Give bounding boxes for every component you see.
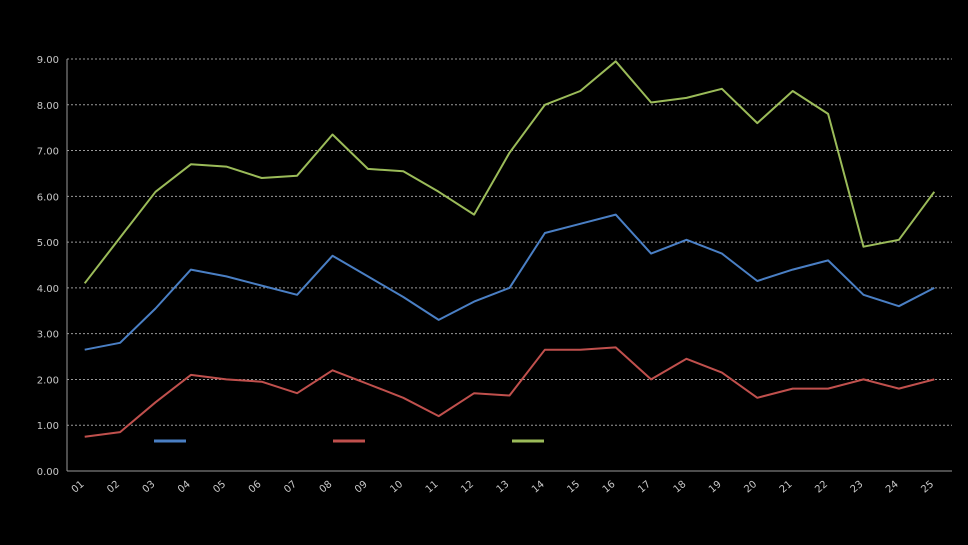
y-tick-label: 2.00	[37, 375, 59, 386]
x-tick-label: 06	[247, 479, 264, 496]
x-axis: 01 02 03 04 05 06 07 08 09 10 11 12 13 14 15 16 17 18 19 20…	[70, 479, 936, 496]
x-tick-label: 12	[459, 479, 476, 496]
x-tick-label: 16	[601, 479, 618, 496]
y-tick-label: 5.00	[37, 238, 59, 249]
x-tick-label: 17	[636, 479, 653, 496]
y-tick-label: 7.00	[37, 147, 59, 158]
y-tick-label: 3.00	[37, 330, 59, 341]
x-tick-label: 09	[353, 479, 370, 496]
x-tick-label: 15	[565, 479, 582, 496]
series-line-3	[83, 60, 936, 284]
x-tick-label: 07	[282, 479, 299, 496]
y-tick-label: 1.00	[37, 421, 59, 432]
x-tick-label: 13	[495, 479, 512, 496]
y-axis: 0.00 1.00 2.00 3.00 4.00 5.00 6.00 7.00 8.00 9.00	[37, 55, 59, 478]
x-tick-label: 03	[141, 479, 158, 496]
series-line-1	[84, 213, 935, 351]
y-tick-label: 4.00	[37, 284, 59, 295]
x-tick-label: 05	[211, 479, 228, 496]
y-tick-label: 6.00	[37, 192, 59, 203]
x-tick-label: 14	[530, 479, 547, 496]
x-tick-label: 04	[176, 479, 193, 496]
x-tick-label: 02	[105, 479, 122, 496]
series-line-2	[84, 346, 935, 438]
x-tick-label: 08	[318, 479, 335, 496]
x-tick-label: 19	[707, 479, 724, 496]
y-tick-label: 9.00	[37, 55, 59, 66]
x-tick-label: 10	[388, 479, 405, 496]
y-tick-label: 0.00	[37, 467, 59, 478]
grid-layer	[66, 58, 952, 472]
x-tick-label: 01	[70, 479, 87, 496]
x-tick-label: 18	[672, 479, 689, 496]
x-tick-label: 23	[849, 479, 866, 496]
x-tick-label: 20	[742, 479, 759, 496]
x-tick-label: 25	[919, 479, 936, 496]
x-tick-label: 11	[424, 479, 441, 496]
y-tick-label: 8.00	[37, 101, 59, 112]
x-tick-label: 21	[778, 479, 795, 496]
x-tick-label: 24	[884, 479, 901, 496]
x-tick-label: 22	[813, 479, 830, 496]
series-layer	[83, 60, 936, 438]
